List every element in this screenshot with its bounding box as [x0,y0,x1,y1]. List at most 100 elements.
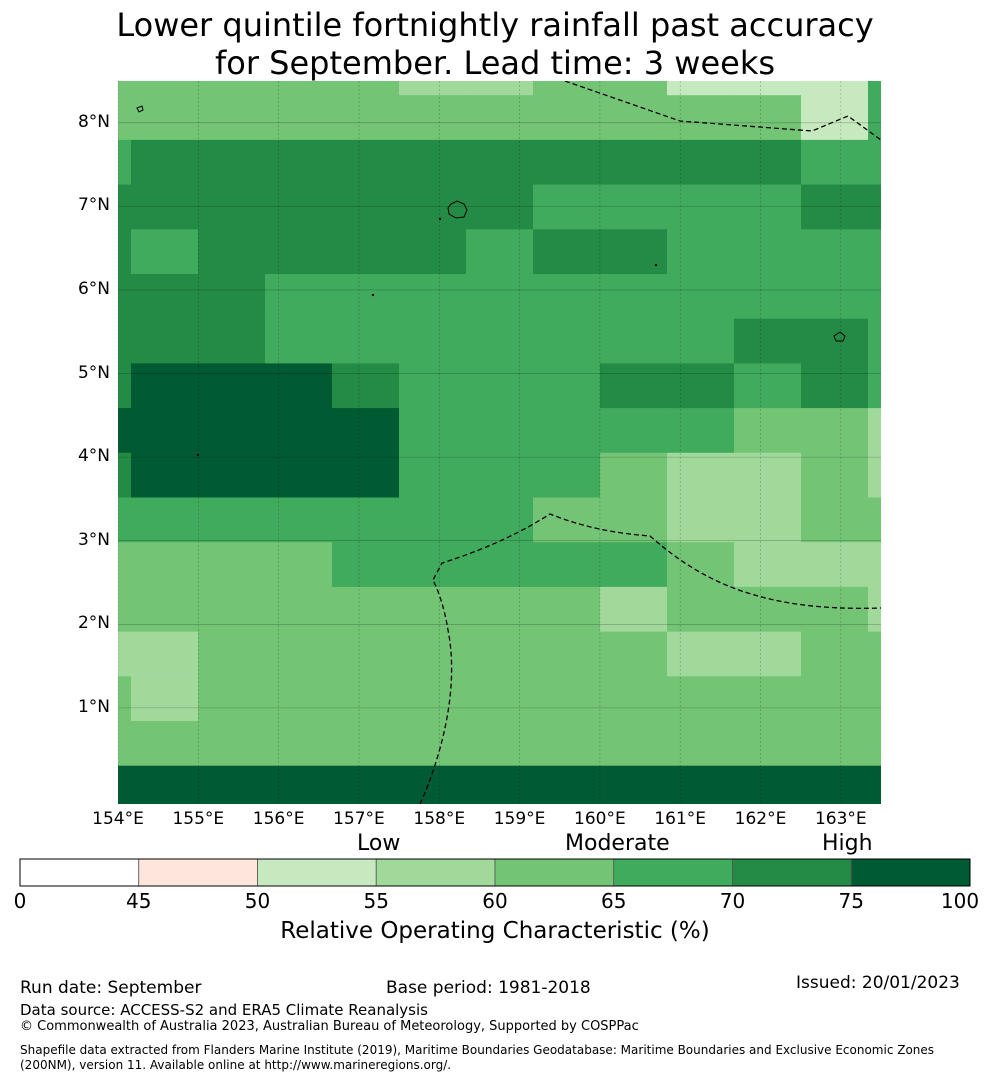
grid-cell [868,631,881,677]
longitude-label: 159°E [493,809,546,829]
grid-cell [868,542,881,588]
grid-cell [935,632,990,677]
grid-cell [131,586,199,633]
grid-cell [600,274,668,320]
grid-cell [131,139,199,186]
latitude-label: 3°N [77,529,110,550]
grid-cell [332,363,400,409]
grid-cell [198,229,266,275]
grid-cell [667,631,735,677]
grid-cell [131,631,199,677]
grid-cell [935,721,990,766]
grid-cell [801,586,869,633]
grid-cell [332,95,400,141]
grid-cell [399,318,467,364]
colorbar-segment [257,858,377,887]
shapefile-credit-line-1: Shapefile data extracted from Flanders M… [20,1043,935,1057]
colorbar-title: Relative Operating Characteristic (%) [280,918,710,944]
colorbar-tick-label: 100 [940,889,980,913]
grid-cell [801,721,869,767]
grid-cell [533,676,601,722]
category-label-high: High [822,831,873,856]
grid-cell [734,363,802,409]
grid-cell [600,452,668,499]
grid-cell [868,81,881,96]
grid-cell [118,81,132,96]
grid-cell [868,408,881,454]
grid-cell [667,318,735,364]
grid-cell [198,184,266,230]
grid-cell [734,676,802,722]
grid-cell [533,363,601,409]
eez-boundary-north [564,81,881,141]
grid-cell [198,452,266,499]
grid-cell [332,721,400,767]
grid-cell [399,363,467,409]
grid-cell [533,274,601,320]
grid-cell [667,586,735,633]
grid-cell [265,81,333,96]
grid-cell [600,184,668,230]
grid-cell [801,676,869,722]
grid-cell [600,631,668,677]
grid-cell [118,95,132,141]
grid-cell [399,452,467,499]
run-date: Run date: September [20,978,202,998]
grid-cell [667,81,735,96]
grid-cell [533,542,601,588]
grid-cell [533,184,601,230]
grid-cell [935,453,990,498]
longitude-label: 161°E [654,809,707,829]
grid-cell [265,631,333,677]
grid-cell [734,721,802,767]
grid-cell [868,721,881,767]
grid-cell [131,497,199,543]
grid-cell [118,139,132,186]
grid-cell [265,542,333,588]
grid-cell [734,318,802,364]
colorbar [19,858,971,887]
grid-cell [399,676,467,722]
grid-cell [600,318,668,364]
grid-cell [600,721,668,767]
map-title-line-2: for September. Lead time: 3 weeks [214,44,776,82]
grid-cell [667,721,735,767]
grid-cell [533,318,601,364]
grid-cell [118,631,132,677]
grid-cell [466,721,534,767]
category-label-low: Low [357,831,401,856]
grid-cell [734,139,802,186]
grid-cell [466,497,534,543]
grid-cell [868,586,881,633]
latitude-label: 8°N [77,111,110,132]
grid-cell [466,542,534,588]
grid-cell [935,542,990,587]
grid-cell [332,408,400,454]
grid-cell [466,81,534,96]
grid-cell [118,408,132,454]
grid-cell [533,229,601,275]
grid-cell [801,452,869,499]
colorbar-segment [138,858,258,887]
grid-cell [533,452,601,499]
shapefile-credit-line-2: (200NM), version 11. Available online at… [20,1058,452,1072]
issued-date: Issued: 20/01/2023 [796,973,960,993]
longitude-label: 154°E [92,809,144,829]
grid-cell [734,95,802,141]
base-period: Base period: 1981-2018 [386,978,591,998]
grid-cell [801,542,869,588]
grid-cell [118,765,881,804]
grid-cell [131,81,199,96]
grid-cell [801,318,869,364]
grid-cell [466,318,534,364]
grid-cell [667,497,735,543]
grid-cell [399,586,467,633]
grid-cell [198,586,266,633]
grid-cell [466,631,534,677]
grid-cell [118,184,132,230]
grid-cell [198,95,266,141]
grid-cell [131,95,199,141]
grid-cell [935,498,990,543]
grid-cell [265,318,333,364]
